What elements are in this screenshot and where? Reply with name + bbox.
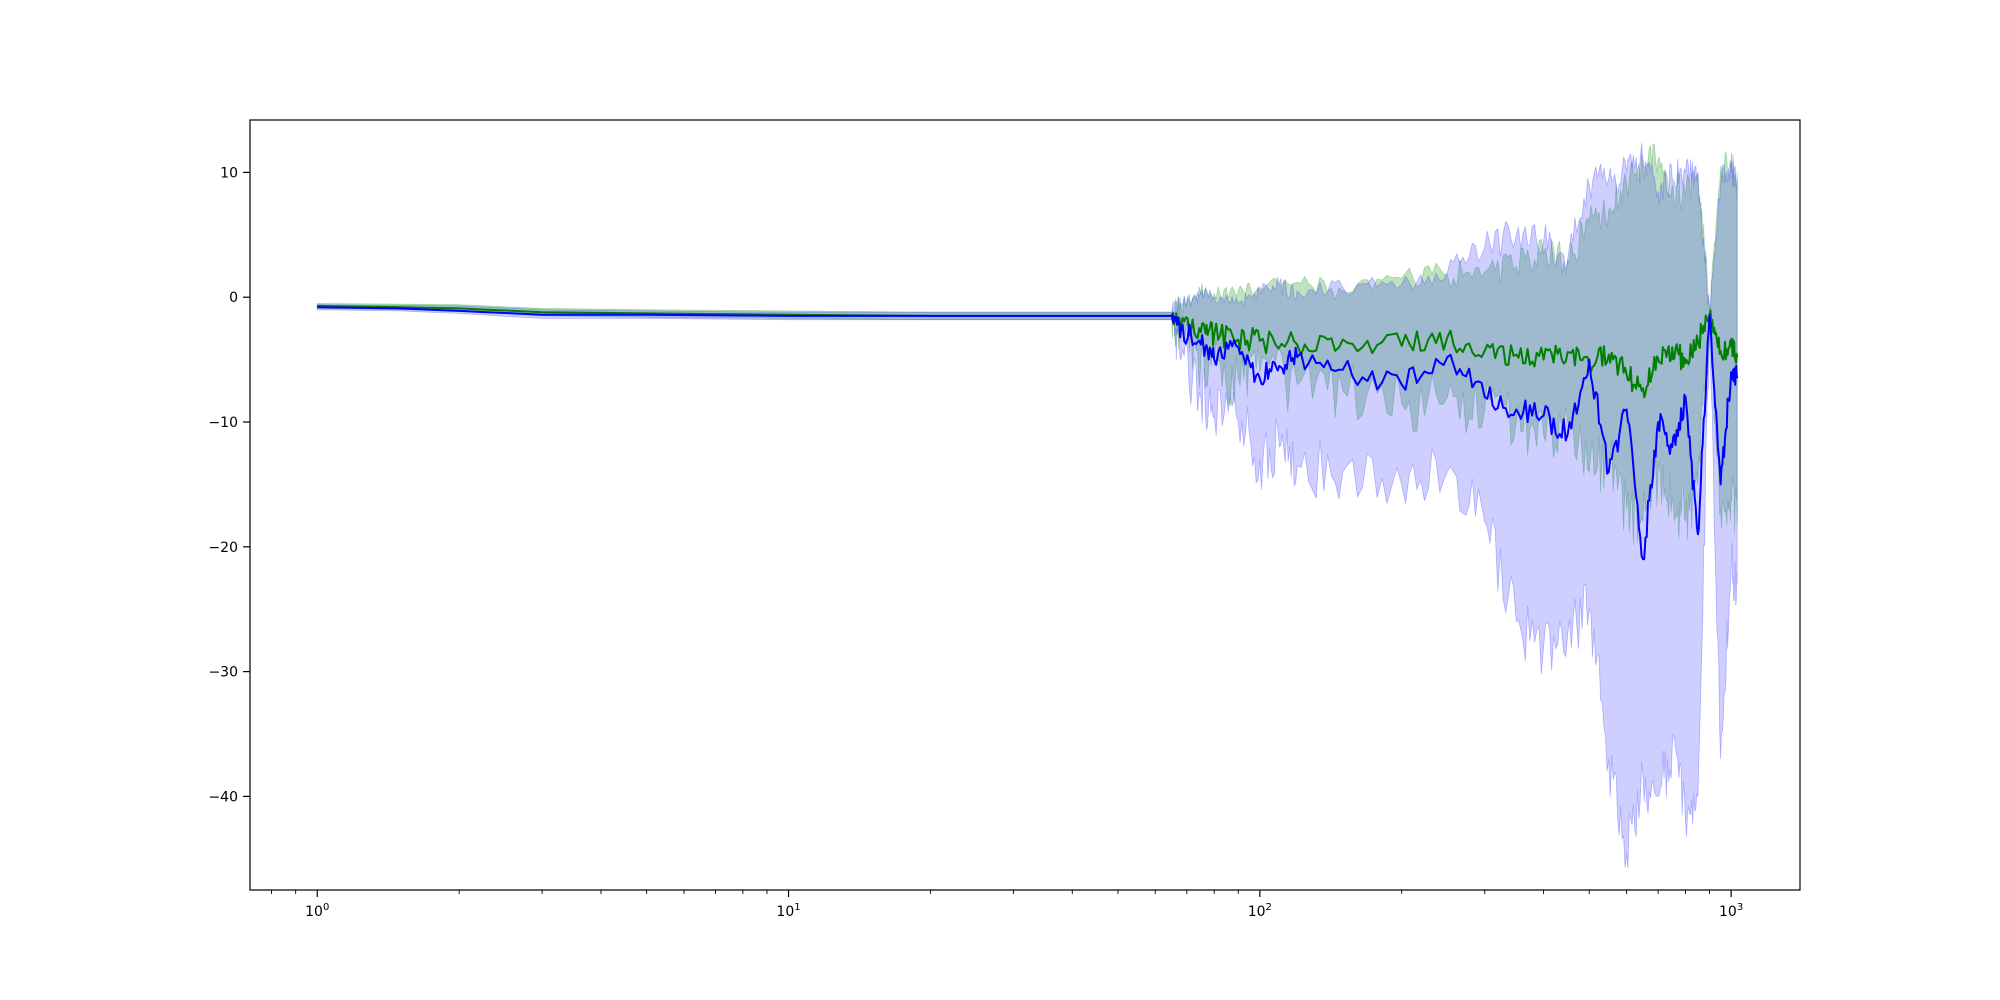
y-tick-label: −30 (208, 665, 238, 681)
line-green (317, 304, 1739, 399)
series-lines (317, 304, 1739, 561)
y-tick-label: 0 (229, 290, 238, 306)
x-tick-label: 103 (1719, 902, 1743, 920)
confidence-bands (316, 143, 1738, 869)
band-blue (316, 143, 1738, 869)
x-axis-ticks: 100 101 102 103 (271, 890, 1743, 920)
y-tick-label: −40 (208, 789, 238, 805)
line-blue (317, 306, 1739, 561)
x-tick-label: 101 (776, 902, 800, 920)
x-tick-label: 100 (305, 902, 329, 920)
x-tick-label: 102 (1248, 902, 1272, 920)
y-axis-ticks: 10 0 −10 −20 −30 −40 (208, 165, 250, 805)
y-tick-label: −20 (208, 540, 238, 556)
plot-frame (249, 119, 1801, 891)
y-tick-label: 10 (220, 165, 238, 181)
y-tick-label: −10 (208, 415, 238, 431)
